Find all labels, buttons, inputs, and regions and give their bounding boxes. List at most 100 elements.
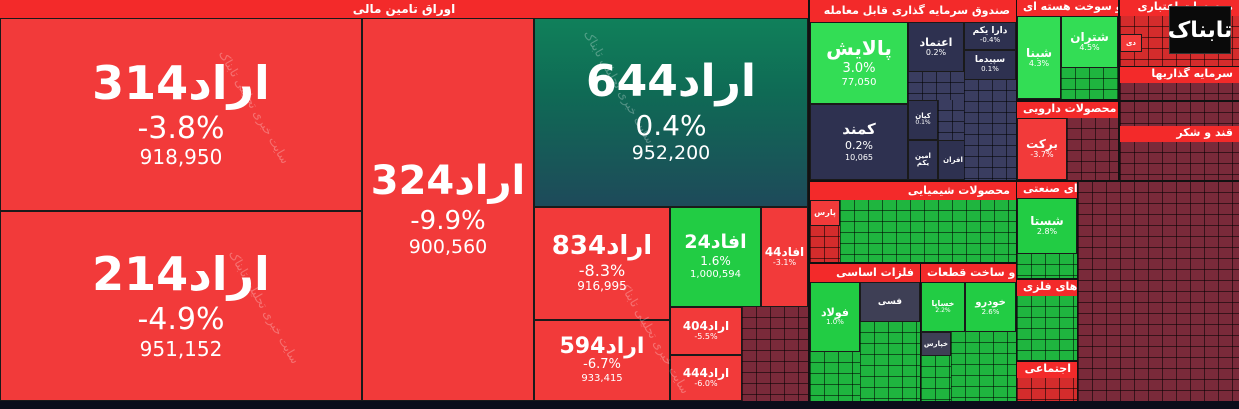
auto-group-header[interactable]: خودرو و ساخت قطعات: [921, 264, 1016, 282]
tile-change: 0.1%: [981, 65, 999, 74]
fuel-group-header[interactable]: فراورده های نفتی، کک و سوخت هسته ای: [1017, 0, 1118, 16]
tile-afad44[interactable]: افاد44 -3.1%: [761, 207, 808, 307]
tile-name: خودرو: [975, 296, 1006, 308]
tile-name: اراد594: [559, 334, 645, 360]
small-pharma-mosaic[interactable]: [1067, 118, 1118, 180]
tile-afad24[interactable]: افاد24 1.6% 1,000,594: [670, 207, 761, 307]
tile-value: 916,995: [577, 279, 627, 294]
tile-kharis[interactable]: خپارس: [921, 332, 951, 356]
tile-arad834[interactable]: اراد834 -8.3% 916,995: [534, 207, 670, 320]
small-food-mosaic[interactable]: [1120, 102, 1239, 126]
auto-group: خودرو و ساخت قطعات خودرو 2.6% خساپا 2.2%…: [921, 264, 1016, 401]
tile-sepidma[interactable]: سپیدما 0.1%: [964, 50, 1016, 80]
small-auto-mosaic[interactable]: [951, 332, 1016, 401]
tile-fesi[interactable]: فسی: [860, 282, 920, 322]
small-funds-mosaic[interactable]: [908, 72, 964, 100]
tile-shasta[interactable]: شستا 2.8%: [1017, 198, 1077, 254]
tile-change: 1.0%: [826, 318, 844, 327]
tile-change: -0.4%: [979, 36, 1001, 45]
tile-name: کیان: [915, 112, 931, 121]
tile-arad594[interactable]: اراد594 -6.7% 933,415: [534, 320, 670, 401]
tile-change: 4.5%: [1079, 43, 1100, 53]
small-metals-mosaic[interactable]: [860, 322, 920, 401]
food-group: قند و شکر: [1120, 102, 1239, 180]
tile-name: برکت: [1026, 137, 1058, 152]
tile-fars[interactable]: پارس: [810, 200, 840, 226]
tile-name: اعتماد: [919, 35, 953, 49]
small-auto-mosaic[interactable]: [921, 356, 951, 401]
small-chem-mosaic[interactable]: [840, 200, 1016, 262]
tile-shebna[interactable]: شبنا 4.3%: [1017, 16, 1061, 99]
tile-change: -4.9%: [137, 302, 225, 338]
bonds-group-header[interactable]: اوراق تامین مالی: [0, 0, 808, 18]
tile-name: اراد834: [551, 230, 653, 261]
social-group: اجتماعی: [1017, 362, 1077, 401]
small-food-mosaic[interactable]: [1120, 142, 1239, 180]
tile-palaesh[interactable]: پالایش 3.0% 77,050: [810, 22, 908, 104]
chem-group-header[interactable]: محصولات شیمیایی: [810, 182, 1016, 200]
tile-change: 0.1%: [915, 119, 931, 127]
invest-group-header[interactable]: سرمایه گذاریها: [1120, 67, 1239, 83]
metals-group-header[interactable]: فلزات اساسی: [810, 264, 920, 282]
tile-darayekom[interactable]: دارا یکم -0.4%: [964, 22, 1016, 50]
small-funds-mosaic[interactable]: [938, 100, 964, 140]
small-fuel-mosaic[interactable]: [1061, 68, 1118, 99]
tile-afran[interactable]: افران: [938, 140, 968, 180]
minerals-group-header[interactable]: استخراج کانه های فلزی: [1017, 280, 1077, 296]
invest-group: سرمایه گذاریها: [1120, 67, 1239, 100]
chem-group: محصولات شیمیایی پارس: [810, 182, 1016, 262]
tile-name: اراد214: [92, 247, 270, 302]
small-bonds-mosaic[interactable]: [742, 307, 808, 401]
tile-name: امین یکم: [915, 152, 931, 167]
tile-name: پارس: [814, 208, 836, 217]
tile-arad444[interactable]: اراد444 -6.0%: [670, 355, 742, 401]
other-sectors-mosaic[interactable]: [1078, 182, 1239, 401]
small-multi-mosaic[interactable]: [1017, 254, 1077, 278]
small-social-mosaic[interactable]: [1017, 378, 1077, 401]
tile-change: -5.5%: [694, 332, 718, 342]
tile-arad644[interactable]: اراد644 0.4% 952,200: [534, 18, 808, 207]
pharma-group-header[interactable]: محصولات دارویی: [1017, 102, 1118, 118]
metals-group: فلزات اساسی فولاد 1.0% فسی: [810, 264, 920, 401]
multi-group-header[interactable]: چند رشته ای صنعتی: [1017, 182, 1077, 198]
small-minerals-mosaic[interactable]: [1017, 296, 1077, 360]
fund-group-header[interactable]: صندوق سرمایه گذاری قابل معامله: [810, 0, 1016, 22]
tile-change: 3.0%: [842, 60, 876, 76]
tile-change: -3.8%: [137, 110, 225, 146]
tile-etemad[interactable]: اعتماد 0.2%: [908, 22, 964, 72]
tile-kian[interactable]: کیان 0.1%: [908, 100, 938, 140]
tile-foolad[interactable]: فولاد 1.0%: [810, 282, 860, 352]
tile-value: 900,560: [408, 235, 488, 258]
tile-arad314[interactable]: اراد314 -3.8% 918,950: [0, 18, 362, 211]
tile-value: 933,415: [581, 373, 623, 385]
social-group-header[interactable]: اجتماعی: [1017, 362, 1077, 378]
tile-name: دارا یکم: [972, 26, 1008, 37]
tile-shetran[interactable]: شتران 4.5%: [1061, 16, 1118, 68]
minerals-group: استخراج کانه های فلزی: [1017, 280, 1077, 360]
small-invest-mosaic[interactable]: [1120, 83, 1239, 100]
food-group-header[interactable]: قند و شکر: [1120, 126, 1239, 142]
fund-group: صندوق سرمایه گذاری قابل معامله پالایش 3.…: [810, 0, 1016, 180]
tile-arad404[interactable]: اراد404 -5.5%: [670, 307, 742, 355]
tile-value: 918,950: [139, 145, 223, 170]
tile-kamand[interactable]: کمند 0.2% 10,065: [810, 104, 908, 180]
tile-change: -6.0%: [694, 379, 718, 389]
tile-aminyekom[interactable]: امین یکم: [908, 140, 938, 180]
small-chem-mosaic[interactable]: [810, 226, 840, 262]
tile-name: اراد404: [682, 319, 730, 334]
tile-value: 952,200: [631, 141, 711, 164]
tile-khesapa[interactable]: خساپا 2.2%: [921, 282, 965, 332]
tile-arad324[interactable]: اراد324 -9.9% 900,560: [362, 18, 534, 401]
tile-change: 2.2%: [935, 306, 951, 314]
small-funds-mosaic[interactable]: [964, 80, 1016, 180]
tile-dey[interactable]: دی: [1120, 34, 1142, 52]
tile-arad214[interactable]: اراد214 -4.9% 951,152: [0, 211, 362, 401]
tile-khodro[interactable]: خودرو 2.6%: [965, 282, 1016, 332]
tile-name: افران: [943, 155, 963, 164]
tile-barkat[interactable]: برکت -3.7%: [1017, 118, 1067, 180]
small-metals-mosaic[interactable]: [810, 352, 860, 401]
tile-name: شستا: [1030, 214, 1064, 229]
tile-name: اراد314: [92, 55, 270, 110]
tile-name: پالایش: [826, 35, 892, 60]
pharma-group: محصولات دارویی برکت -3.7%: [1017, 102, 1118, 180]
